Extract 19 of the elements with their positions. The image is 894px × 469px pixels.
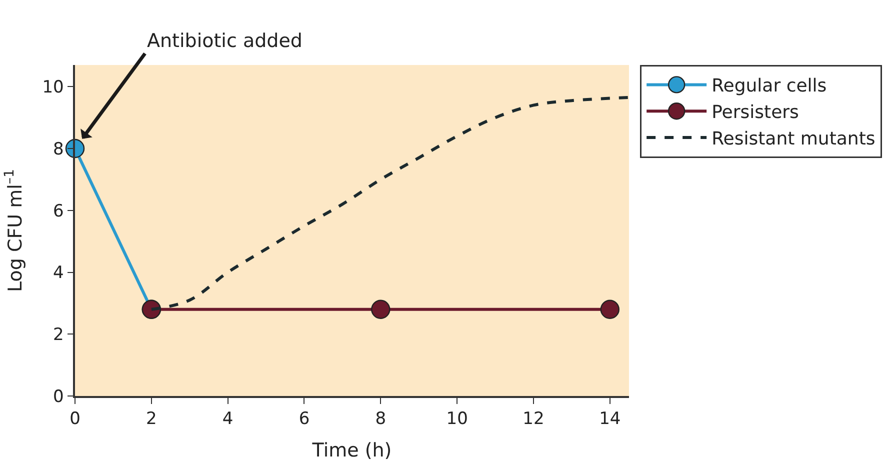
x-tick-label: 12 <box>522 409 544 430</box>
annotation: Antibiotic added <box>147 30 302 52</box>
y-tick-label: 0 <box>53 386 64 407</box>
x-tick-label: 0 <box>70 409 80 430</box>
x-axis-title: Time (h) <box>311 439 392 462</box>
x-tick-label: 4 <box>222 409 234 430</box>
x-tick-label: 10 <box>446 409 468 430</box>
legend-label: Regular cells <box>712 76 827 97</box>
x-tick-label: 6 <box>298 409 310 430</box>
x-tick-label: 14 <box>599 409 621 430</box>
y-tick-label: 2 <box>53 325 64 346</box>
y-tick-label: 10 <box>42 78 64 98</box>
y-tick-label: 4 <box>53 263 64 284</box>
y-tick-label: 8 <box>53 139 64 160</box>
x-tick-label: 2 <box>146 409 157 430</box>
y-tick-label: 6 <box>53 201 64 222</box>
legend-label: Resistant mutants <box>712 128 876 150</box>
x-tick-label: 8 <box>375 409 386 430</box>
legend-label: Persisters <box>712 102 799 124</box>
